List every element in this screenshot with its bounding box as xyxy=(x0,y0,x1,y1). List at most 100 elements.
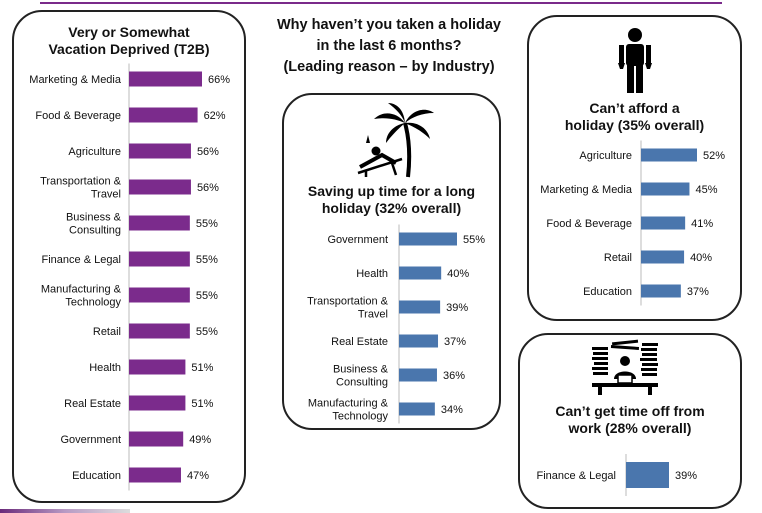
time_off-value-label: 39% xyxy=(675,470,697,482)
afford-title-line-2: holiday (35% overall) xyxy=(564,117,705,133)
deprived-panel: Very or Somewhat Vacation Deprived (T2B)… xyxy=(12,10,246,503)
afford-value-label: 37% xyxy=(687,286,709,298)
deprived-panel-title: Very or Somewhat Vacation Deprived (T2B) xyxy=(14,24,244,58)
saving-bar xyxy=(399,334,439,348)
saving-value-label: 37% xyxy=(444,336,466,348)
deprived-chart: Marketing & Media 66% Food & Beverage 62% Ag… xyxy=(29,63,230,491)
deprived-value-label: 51% xyxy=(191,362,213,374)
time-off-title-line-2: work (28% overall) xyxy=(568,420,692,436)
time-off-chart: Finance & Legal 39% xyxy=(537,454,697,496)
deprived-value-label: 51% xyxy=(191,398,213,410)
deprived-bar xyxy=(129,467,181,483)
afford-bar xyxy=(641,250,685,264)
deprived-bar xyxy=(129,215,190,231)
time-off-panel-title: Can’t get time off from work (28% overal… xyxy=(520,403,740,437)
deprived-bar xyxy=(129,323,190,339)
deprived-bar xyxy=(129,179,191,195)
saving-category-label: Health xyxy=(356,268,388,280)
deprived-value-label: 49% xyxy=(189,434,211,446)
saving-category-label: Transportation & Travel xyxy=(307,296,389,321)
main-title-line-1: Why haven’t you taken a holiday xyxy=(277,17,501,33)
saving-bar xyxy=(399,402,435,416)
afford-chart: Agriculture 52% Marketing & Media 45% Food &… xyxy=(540,140,725,306)
afford-value-label: 45% xyxy=(695,184,717,196)
deprived-category-label: Agriculture xyxy=(68,146,121,158)
main-title-line-3: (Leading reason – by Industry) xyxy=(283,59,495,75)
deprived-value-label: 47% xyxy=(187,470,209,482)
saving-bar xyxy=(399,300,441,314)
deprived-category-label: Transportation & Travel xyxy=(40,176,122,201)
saving-value-label: 40% xyxy=(447,268,469,280)
afford-value-label: 41% xyxy=(691,218,713,230)
time_off-bar xyxy=(626,462,669,488)
deprived-value-label: 62% xyxy=(204,110,226,122)
deprived-value-label: 66% xyxy=(208,74,230,86)
deprived-category-label: Business & Consulting xyxy=(66,212,122,237)
deprived-category-label: Manufacturing & Technology xyxy=(41,284,122,309)
deprived-bar xyxy=(129,143,191,159)
deprived-category-label: Health xyxy=(89,362,121,374)
deprived-bar xyxy=(129,71,202,87)
afford-category-label: Agriculture xyxy=(579,150,632,162)
worker-paper-stack-icon xyxy=(592,339,658,395)
deprived-category-label: Real Estate xyxy=(64,398,121,410)
saving-category-label: Government xyxy=(327,234,388,246)
deprived-bar xyxy=(129,251,190,267)
saving-value-label: 39% xyxy=(446,302,468,314)
main-title-line-2: in the last 6 months? xyxy=(316,38,462,54)
afford-panel: Can’t afford a holiday (35% overall) Agr… xyxy=(527,15,742,321)
saving-category-label: Manufacturing & Technology xyxy=(308,398,389,423)
deprived-category-label: Education xyxy=(72,470,121,482)
deprived-bar xyxy=(129,431,184,447)
afford-category-label: Education xyxy=(583,286,632,298)
deprived-title-line-1: Very or Somewhat xyxy=(68,24,190,40)
afford-title-line-1: Can’t afford a xyxy=(589,100,680,116)
main-title: Why haven’t you taken a holiday in the l… xyxy=(258,15,520,78)
top-divider-line xyxy=(40,2,722,4)
deprived-category-label: Marketing & Media xyxy=(29,74,122,86)
saving-bar xyxy=(399,232,457,246)
afford-bar xyxy=(641,284,681,298)
deprived-category-label: Food & Beverage xyxy=(35,110,121,122)
deprived-value-label: 56% xyxy=(197,182,219,194)
deprived-bar xyxy=(129,107,198,123)
beach-lounger-palm-icon xyxy=(357,103,434,178)
saving-chart: Government 55% Health 40% Transportation & Tr… xyxy=(307,224,485,424)
deprived-value-label: 55% xyxy=(196,254,218,266)
time-off-title-line-1: Can’t get time off from xyxy=(555,403,705,419)
saving-title-line-1: Saving up time for a long xyxy=(307,183,476,199)
deprived-bar xyxy=(129,287,190,303)
deprived-value-label: 55% xyxy=(196,326,218,338)
deprived-value-label: 56% xyxy=(197,146,219,158)
footer-color-strip xyxy=(0,509,130,513)
saving-bar xyxy=(399,266,442,280)
afford-category-label: Marketing & Media xyxy=(540,184,633,196)
deprived-category-label: Finance & Legal xyxy=(42,254,122,266)
afford-value-label: 52% xyxy=(703,150,725,162)
afford-bar xyxy=(641,182,690,196)
saving-value-label: 34% xyxy=(441,404,463,416)
deprived-category-label: Retail xyxy=(93,326,121,338)
saving-panel: Saving up time for a long holiday (32% o… xyxy=(282,93,501,430)
saving-bar xyxy=(399,368,437,382)
saving-title-line-2: holiday (32% overall) xyxy=(321,200,462,216)
afford-panel-title: Can’t afford a holiday (35% overall) xyxy=(529,100,740,134)
deprived-value-label: 55% xyxy=(196,290,218,302)
saving-category-label: Real Estate xyxy=(331,336,388,348)
saving-value-label: 36% xyxy=(443,370,465,382)
deprived-bar xyxy=(129,395,186,411)
saving-panel-title: Saving up time for a long holiday (32% o… xyxy=(284,183,499,217)
afford-bar xyxy=(641,148,697,162)
afford-category-label: Food & Beverage xyxy=(546,218,632,230)
deprived-value-label: 55% xyxy=(196,218,218,230)
afford-category-label: Retail xyxy=(604,252,632,264)
afford-value-label: 40% xyxy=(690,252,712,264)
deprived-category-label: Government xyxy=(60,434,121,446)
saving-category-label: Business & Consulting xyxy=(333,364,389,389)
deprived-title-line-2: Vacation Deprived (T2B) xyxy=(48,41,210,57)
time-off-panel: Can’t get time off from work (28% overal… xyxy=(518,333,742,509)
person-empty-pockets-icon xyxy=(618,28,652,93)
afford-bar xyxy=(641,216,686,230)
deprived-bar xyxy=(129,359,186,375)
saving-value-label: 55% xyxy=(463,234,485,246)
